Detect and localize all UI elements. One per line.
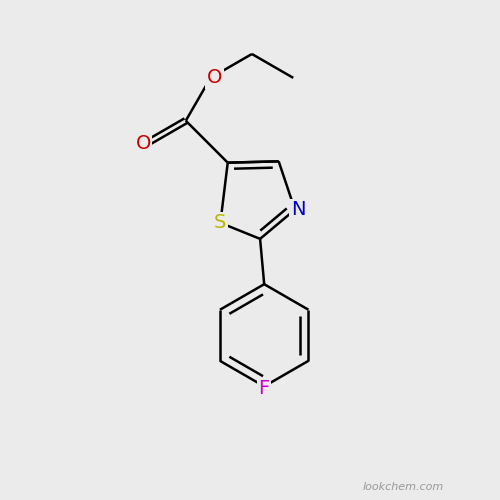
Text: F: F bbox=[258, 380, 270, 398]
Text: lookchem.com: lookchem.com bbox=[362, 482, 444, 492]
Text: O: O bbox=[207, 68, 222, 87]
Text: O: O bbox=[136, 134, 151, 153]
Text: S: S bbox=[214, 214, 226, 233]
Text: N: N bbox=[291, 200, 306, 219]
